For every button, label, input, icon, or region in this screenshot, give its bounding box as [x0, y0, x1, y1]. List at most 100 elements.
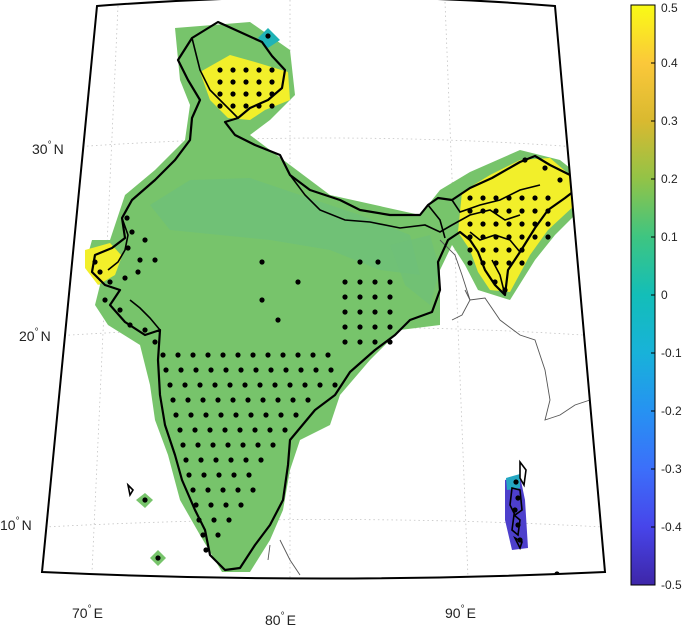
colorbar-tick-label: 0.4: [661, 56, 678, 70]
field-yellow-kashmir: [200, 55, 290, 120]
significance-dot: [506, 260, 512, 266]
significance-dot: [295, 352, 301, 358]
graticule: [44, 0, 604, 579]
significance-dot: [278, 412, 284, 418]
colorbar-tick-label: -0.4: [661, 520, 682, 534]
significance-dot: [142, 237, 148, 243]
significance-dot: [97, 269, 103, 275]
significance-dot: [183, 457, 189, 463]
significance-dot: [519, 247, 525, 253]
significance-dot: [519, 234, 525, 240]
significance-dot: [250, 487, 256, 493]
significance-dot: [519, 195, 525, 201]
lon-label-70: 70° E: [72, 604, 103, 621]
significance-dot: [269, 67, 275, 73]
significance-dot: [256, 79, 262, 85]
significance-dot: [493, 195, 499, 201]
significance-dot: [201, 472, 207, 478]
significance-dot: [218, 412, 224, 418]
significance-dot: [152, 339, 158, 345]
significance-dot: [342, 339, 348, 345]
neighbour-coastline: [267, 239, 605, 576]
significance-dot: [532, 208, 538, 214]
significance-dot: [506, 234, 512, 240]
significance-dot: [310, 352, 316, 358]
significance-dot: [513, 479, 519, 485]
significance-dot: [188, 412, 194, 418]
significance-dot: [207, 427, 213, 433]
significance-dot: [506, 247, 512, 253]
significance-dot: [387, 294, 393, 300]
significance-dot: [245, 397, 251, 403]
significance-dot: [256, 103, 262, 109]
colorbar-tick-label: 0.3: [661, 114, 678, 128]
significance-dot: [233, 412, 239, 418]
significance-dot: [557, 177, 563, 183]
colorbar-tick-label: 0.5: [661, 1, 678, 15]
lat-label-20: 20° N: [19, 327, 51, 344]
significance-dot: [325, 352, 331, 358]
colorbar-ticks: 0.5 0.4 0.3 0.2 0.1 0 -0.1 -0.2 -0.3 -0.4 -0.5: [651, 1, 682, 592]
colorbar: 0.5 0.4 0.3 0.2 0.1 0 -0.1 -0.2 -0.3 -0.4 -0.5: [630, 1, 682, 592]
significance-dot: [243, 79, 249, 85]
significance-dot: [328, 367, 334, 373]
significance-dot: [357, 339, 363, 345]
significance-dot: [480, 247, 486, 253]
lat-label-30: 30° N: [32, 140, 64, 157]
significance-dot: [175, 352, 181, 358]
significance-dot: [127, 322, 133, 328]
significance-dot: [217, 103, 223, 109]
significance-dot: [230, 397, 236, 403]
significance-dot: [287, 382, 293, 388]
significance-dot: [467, 234, 473, 240]
significance-dot: [506, 208, 512, 214]
significance-dot: [102, 297, 108, 303]
significance-dot: [230, 103, 236, 109]
lon-label-80: 80° E: [265, 611, 296, 626]
significance-dot: [506, 195, 512, 201]
significance-dot: [129, 229, 135, 235]
significance-dot: [272, 382, 278, 388]
significance-dot: [372, 324, 378, 330]
significance-dot: [253, 367, 259, 373]
significance-dot: [259, 297, 265, 303]
significance-dot: [205, 487, 211, 493]
significance-dot: [243, 67, 249, 73]
significance-dot: [167, 382, 173, 388]
significance-dot: [246, 472, 252, 478]
significance-dot: [243, 91, 249, 97]
significance-dot: [250, 352, 256, 358]
significance-dot: [480, 260, 486, 266]
significance-dot: [480, 208, 486, 214]
significance-dot: [545, 234, 551, 240]
significance-dot: [317, 382, 323, 388]
significance-dot: [243, 457, 249, 463]
significance-dot: [256, 91, 262, 97]
significance-dot: [197, 382, 203, 388]
colorbar-tick-label: 0.1: [661, 230, 678, 244]
significance-dot: [200, 397, 206, 403]
significance-dot: [480, 234, 486, 240]
significance-dot: [269, 79, 275, 85]
significance-dot: [170, 397, 176, 403]
significance-dot: [92, 259, 98, 265]
significance-dot: [275, 397, 281, 403]
significance-dot: [545, 221, 551, 227]
significance-dot: [502, 287, 508, 293]
internal-boundaries: [107, 37, 541, 331]
significance-dot: [192, 427, 198, 433]
significance-dot: [532, 195, 538, 201]
significance-dot: [240, 442, 246, 448]
significance-dot: [193, 502, 199, 508]
significance-dot: [268, 367, 274, 373]
significance-dot: [237, 427, 243, 433]
significance-dot: [290, 397, 296, 403]
significance-dot: [506, 221, 512, 227]
significance-dot: [265, 33, 271, 39]
significance-dot: [519, 260, 525, 266]
significance-dot: [259, 259, 265, 265]
significance-dot: [305, 397, 311, 403]
significance-dot: [255, 442, 261, 448]
significance-dot: [235, 352, 241, 358]
significance-dot: [230, 67, 236, 73]
